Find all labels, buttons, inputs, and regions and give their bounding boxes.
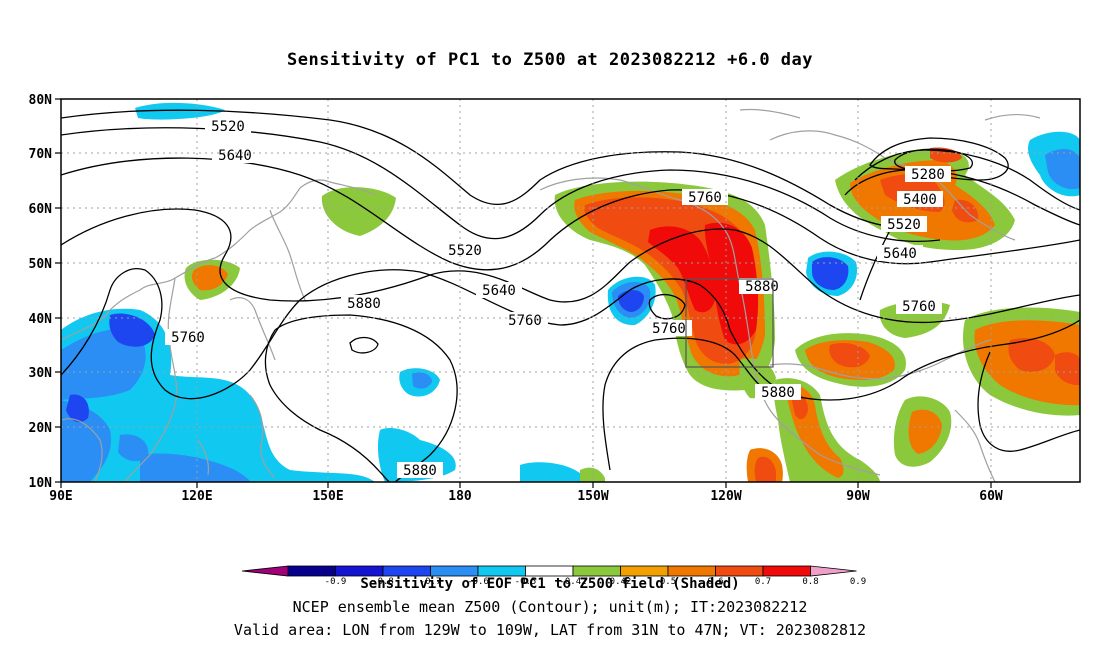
colorbar-tick-label: 0.5 <box>660 577 676 587</box>
plot-frame <box>60 98 1081 483</box>
colorbar-tick-label: 0.7 <box>755 577 771 587</box>
colorbar: -0.9 -0.8 -0.7 -0.6 -0.5 -0.42 0.42 0.5 0.6 0.7 0.… <box>241 565 866 587</box>
contour-label: 5520 <box>887 217 921 233</box>
contour-label: 5400 <box>903 192 937 208</box>
lon-label: 150W <box>577 489 608 504</box>
caption-shading: Sensitivity of EOF PC1 to Z500 field (Sh… <box>360 576 740 592</box>
lon-label: 90E <box>49 489 72 504</box>
contour-label: 5880 <box>347 296 381 312</box>
contour-label: 5880 <box>745 279 779 295</box>
caption-contour: NCEP ensemble mean Z500 (Contour); unit(… <box>292 598 808 616</box>
contour-label: 5280 <box>911 167 945 183</box>
lon-label: 150E <box>312 489 343 504</box>
lat-labels: 80N 70N 60N 50N 40N 30N 20N 10N <box>29 93 53 491</box>
colorbar-swatch <box>430 565 479 577</box>
lon-label: 180 <box>448 489 472 504</box>
colorbar-tick-label: -0.5 <box>515 577 537 587</box>
lat-label: 70N <box>29 147 53 162</box>
colorbar-tick-label: 0.42 <box>610 577 632 587</box>
colorbar-swatch <box>620 565 669 577</box>
colorbar-tick-label: 0.6 <box>707 577 723 587</box>
z500-contours <box>61 109 1080 482</box>
negative-area <box>135 102 225 120</box>
contour-label: 5640 <box>218 148 252 164</box>
colorbar-swatch <box>667 565 716 577</box>
contour-label: 5760 <box>902 299 936 315</box>
lat-label: 40N <box>29 312 53 327</box>
colorbar-tick-label: -0.9 <box>325 577 347 587</box>
caption-valid-area: Valid area: LON from 129W to 109W, LAT f… <box>233 621 867 639</box>
lat-label: 60N <box>29 202 53 217</box>
lat-label: 50N <box>29 257 53 272</box>
colorbar-swatch <box>287 565 336 577</box>
lat-label: 10N <box>29 476 53 491</box>
colorbar-tick-label: -0.7 <box>420 577 442 587</box>
lon-label: 120W <box>710 489 741 504</box>
positive-area <box>321 187 396 236</box>
colorbar-swatch <box>382 565 431 577</box>
contour-label: 5760 <box>652 321 686 337</box>
colorbar-swatch <box>762 565 811 577</box>
colorbar-swatch <box>477 565 526 577</box>
lat-label: 20N <box>29 421 53 436</box>
colorbar-tick-label: -0.6 <box>467 577 489 587</box>
contour-label: 5520 <box>448 243 482 259</box>
contour-label: 5760 <box>688 190 722 206</box>
valid-area-box <box>685 278 774 368</box>
colorbar-swatch <box>525 565 574 577</box>
grid-lines <box>61 99 1080 482</box>
contour-label: 5880 <box>761 385 795 401</box>
colorbar-swatch <box>335 565 384 577</box>
colorbar-swatch <box>572 565 621 577</box>
lon-label: 60W <box>979 489 1003 504</box>
colorbar-tick-label: 0.8 <box>802 577 818 587</box>
colorbar-swatch <box>715 565 764 577</box>
lon-label: 90W <box>846 489 870 504</box>
tick-marks <box>55 98 992 488</box>
contour-label: 5760 <box>508 313 542 329</box>
lon-label: 120E <box>181 489 212 504</box>
contour-label: 5520 <box>211 119 245 135</box>
contour-label: 5880 <box>403 463 437 479</box>
map-title: Sensitivity of PC1 to Z500 at 2023082212… <box>286 50 813 70</box>
contour-label: 5760 <box>171 330 205 346</box>
colorbar-tick-label: 0.9 <box>850 577 866 587</box>
lat-label: 80N <box>29 93 53 108</box>
contour-label: 5640 <box>883 246 917 262</box>
colorbar-arrow-low <box>241 565 289 577</box>
colorbar-arrow-high <box>810 565 857 577</box>
contour-label: 5640 <box>482 283 516 299</box>
colorbar-tick-label: -0.8 <box>372 577 394 587</box>
lat-label: 30N <box>29 366 53 381</box>
lon-labels: 90E 120E 150E 180 150W 120W 90W 60W <box>49 489 1003 504</box>
colorbar-tick-label: -0.42 <box>559 577 586 587</box>
